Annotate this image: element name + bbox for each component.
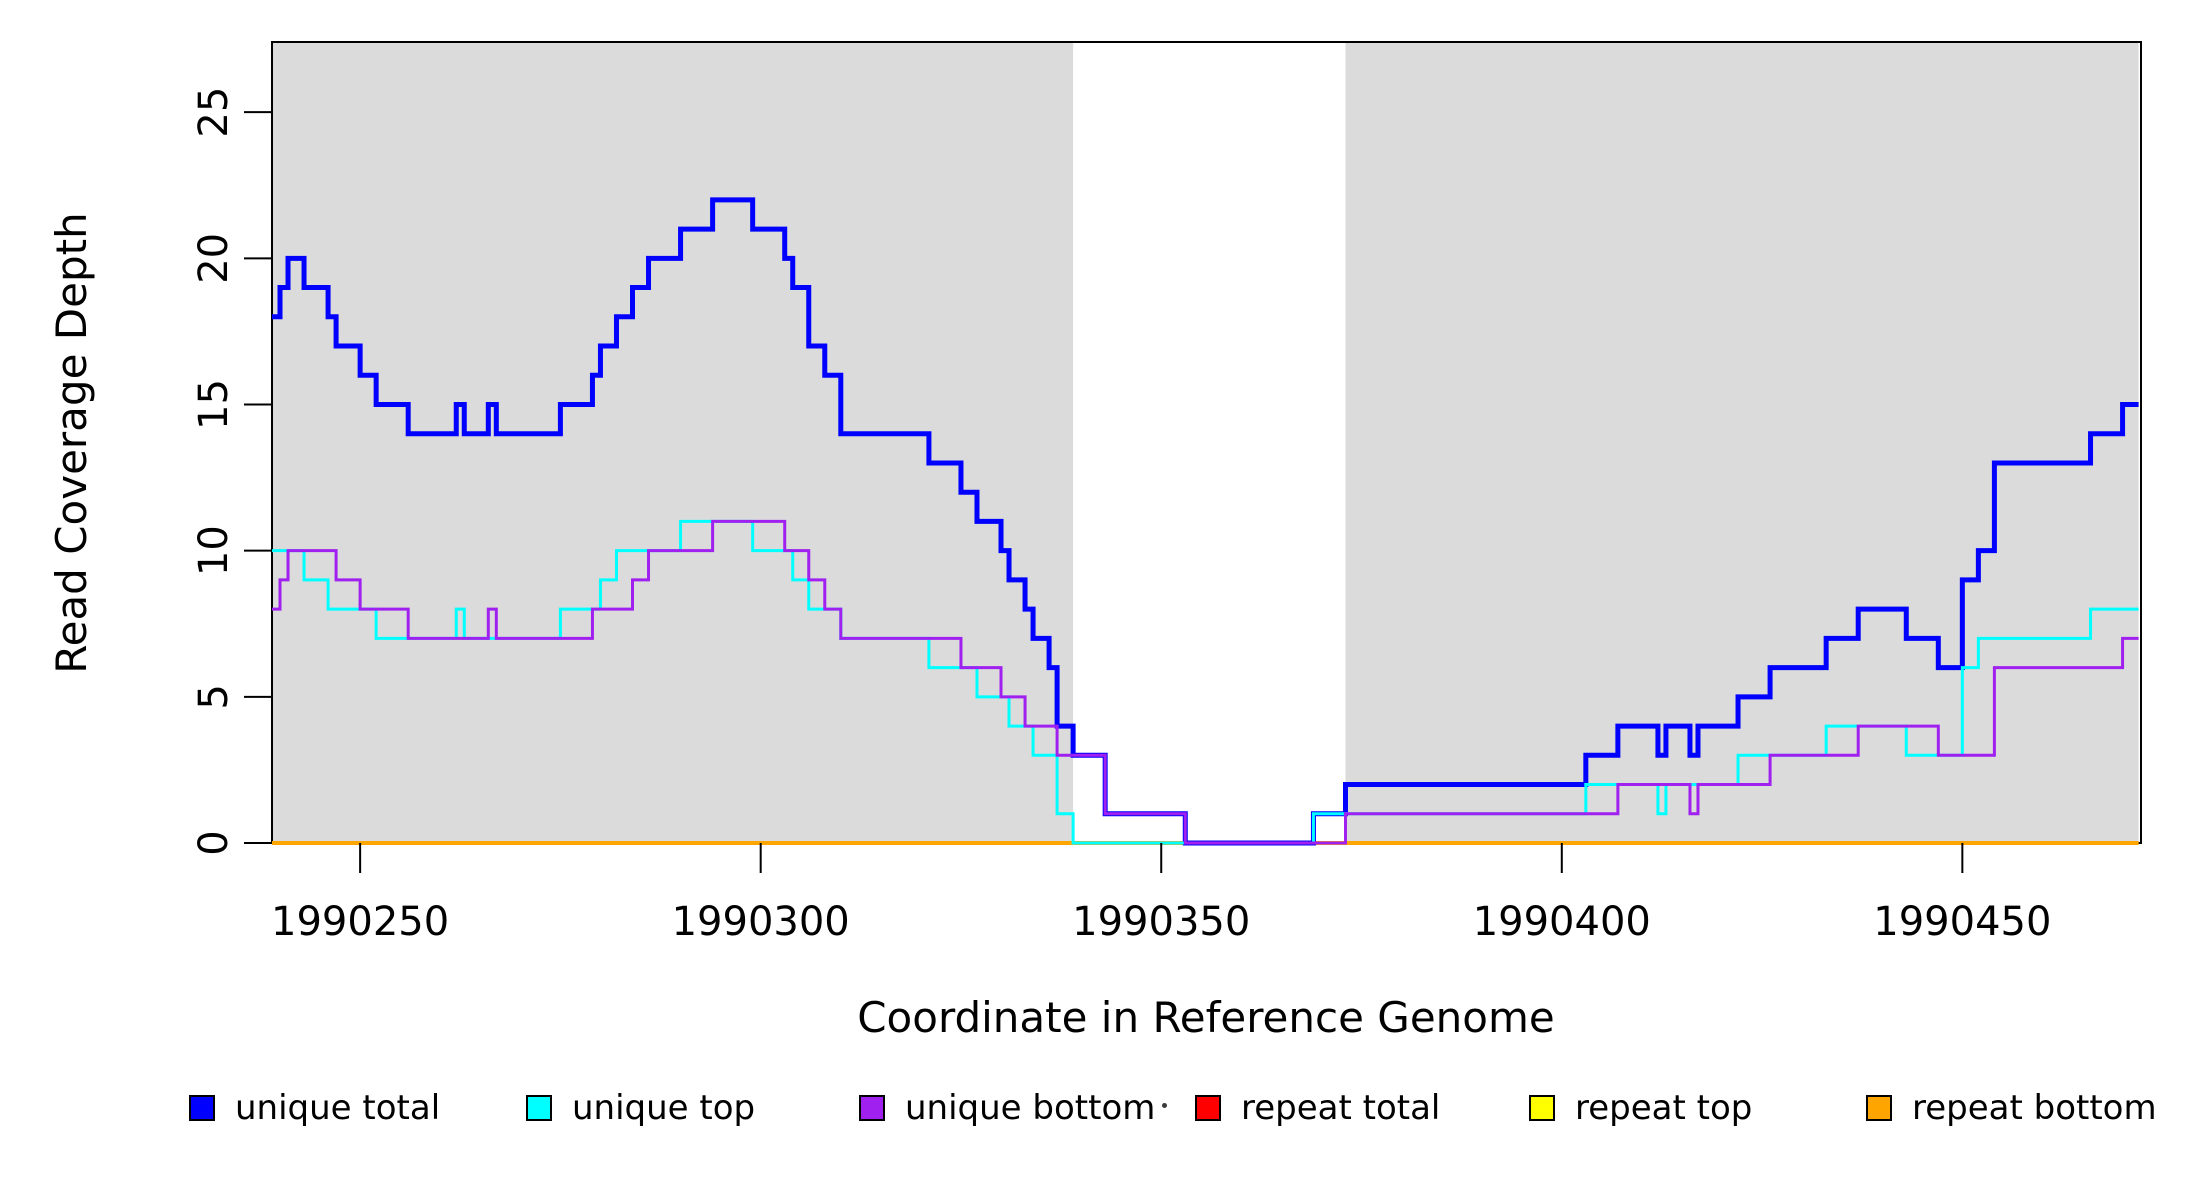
legend-label: unique bottom <box>905 1088 1156 1128</box>
x-tick-label: 1990450 <box>1873 899 2051 945</box>
series-line-unique-top <box>272 519 2139 845</box>
legend-label: repeat total <box>1241 1088 1441 1128</box>
legend-label: repeat top <box>1575 1088 1753 1128</box>
legend-label: unique total <box>235 1088 441 1128</box>
y-tick-label: 5 <box>191 684 237 709</box>
x-tick-label: 1990350 <box>1072 899 1250 945</box>
legend-swatch-icon <box>189 1095 215 1121</box>
y-tick-label: 15 <box>191 379 237 430</box>
shaded-region <box>1345 42 2139 843</box>
legend-label: repeat bottom <box>1912 1088 2157 1128</box>
y-tick-label: 10 <box>191 525 237 576</box>
series-line-unique-total <box>272 197 2139 846</box>
legend: unique total unique top unique bottom repea… <box>0 0 2200 1128</box>
legend-label: unique top <box>572 1088 756 1128</box>
legend-item-unique-total: unique total <box>189 1088 440 1128</box>
legend-item-repeat-total: repeat total <box>1195 1088 1440 1128</box>
y-axis-title: Read Coverage Depth <box>47 212 96 673</box>
x-tick-label: 1990250 <box>271 899 449 945</box>
shaded-regions <box>272 42 2139 843</box>
x-axis-title: Coordinate in Reference Genome <box>857 993 1555 1042</box>
series-line-unique-bottom <box>272 519 2139 845</box>
stray-dot <box>1162 1103 1167 1108</box>
y-tick-label: 25 <box>191 87 237 138</box>
x-tick-label: 1990300 <box>672 899 850 945</box>
x-tick-label: 1990400 <box>1473 899 1651 945</box>
legend-item-repeat-top: repeat top <box>1529 1088 1752 1128</box>
legend-swatch-icon <box>1529 1095 1555 1121</box>
shaded-region <box>272 42 1074 843</box>
legend-swatch-icon <box>1866 1095 1892 1121</box>
y-tick-label: 0 <box>191 830 237 855</box>
series-lines <box>272 197 2139 846</box>
legend-swatch-icon <box>859 1095 885 1121</box>
axis-ticks: 1990250 1990300 1990350 1990400 1990450 0 5 10 1… <box>191 87 2051 945</box>
y-tick-label: 20 <box>191 233 237 284</box>
legend-item-repeat-bottom: repeat bottom <box>1866 1088 2157 1128</box>
legend-item-unique-bottom: unique bottom <box>859 1088 1155 1128</box>
legend-swatch-icon <box>526 1095 552 1121</box>
legend-item-unique-top: unique top <box>526 1088 755 1128</box>
legend-swatch-icon <box>1195 1095 1221 1121</box>
